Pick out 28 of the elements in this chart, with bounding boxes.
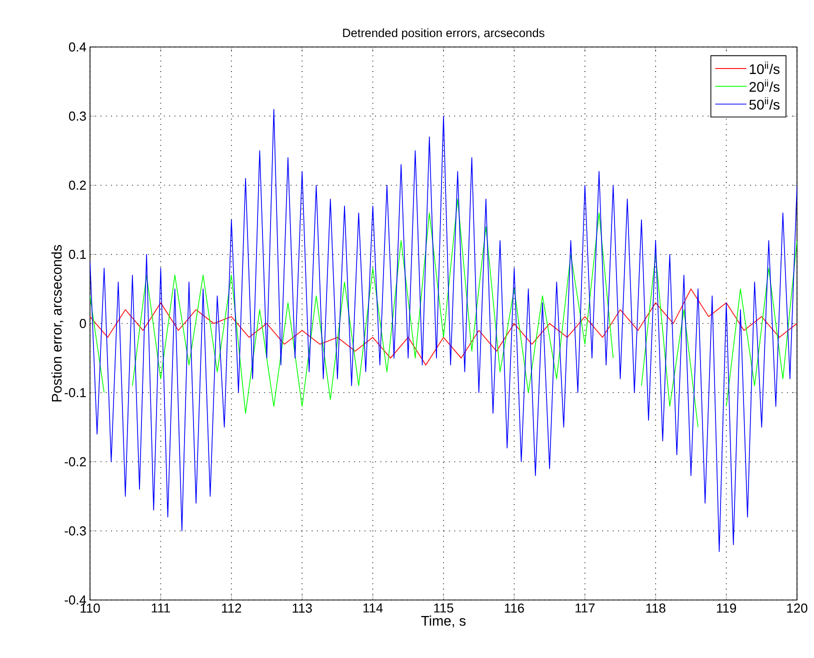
x-tick-label: 119 [716, 604, 736, 613]
x-tick-label: 112 [222, 604, 242, 613]
y-tick-label: 0.3 [68, 112, 86, 121]
y-tick-label: 0 [80, 318, 86, 328]
legend-label: 10$^{ii}$/s [750, 62, 780, 74]
line-series [90, 288, 798, 366]
y-tick-label: 0.1 [68, 250, 86, 259]
legend-label: 50$^{ii}$/s [749, 97, 780, 110]
x-axis-title: Time, s [421, 616, 466, 628]
y-tick-label: -0.2 [64, 457, 86, 466]
x-tick-label: 117 [576, 604, 595, 612]
y-tick-label: -0.4 [64, 595, 86, 605]
x-tick-label: 120 [787, 604, 808, 613]
y-tick-label: 0.2 [68, 180, 86, 190]
x-tick-label: 116 [504, 604, 524, 613]
y-axis-title: Postion error, arcseconds [51, 244, 64, 402]
x-tick-label: 111 [152, 604, 170, 612]
x-tick-label: 113 [292, 604, 312, 613]
y-tick-label: -0.3 [64, 526, 86, 536]
legend-label: 20$^{ii}$/s [750, 79, 780, 92]
y-tick-label: -0.1 [64, 388, 86, 398]
x-tick-label: 115 [434, 604, 454, 613]
x-tick-label: 114 [363, 604, 383, 612]
chart-title: Detrended position errors, arcseconds [343, 28, 544, 40]
x-tick-label: 110 [80, 604, 100, 613]
y-tick-label: 0.4 [68, 42, 86, 52]
line-series [90, 108, 798, 552]
x-tick-label: 118 [646, 604, 666, 613]
